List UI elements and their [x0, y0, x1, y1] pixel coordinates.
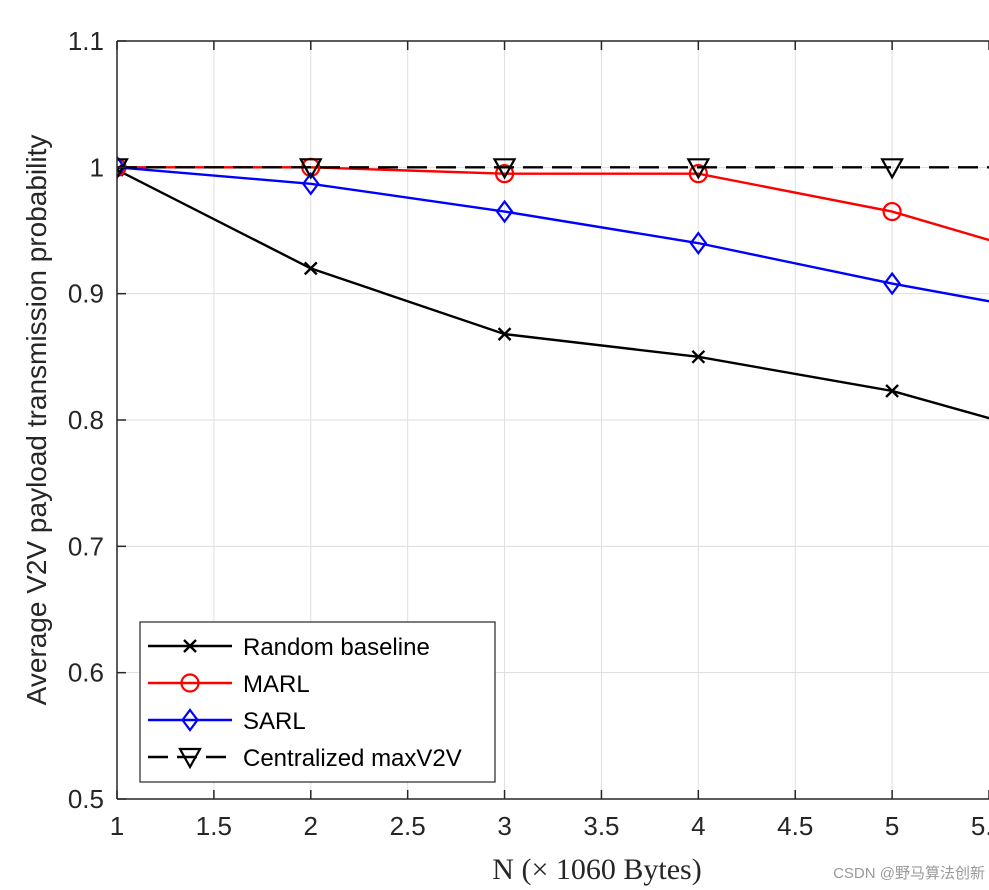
y-tick-label: 0.5	[68, 784, 104, 814]
x-tick-label: 4	[691, 811, 705, 841]
y-tick-label: 0.9	[68, 279, 104, 309]
x-tick-label: 1.5	[196, 811, 232, 841]
watermark: CSDN @野马算法创新	[833, 864, 985, 882]
x-tick-label: 5	[885, 811, 899, 841]
data-point-centralized-maxv2v	[298, 158, 323, 180]
x-tick-label: 2	[304, 811, 318, 841]
data-point-sarl	[495, 199, 514, 224]
ticks: 1 1.5 2 2.5 3 3.5 4 4.5 5 5.5 0.5 0.6 0.7 0.8 0.9 1 1.1	[68, 26, 989, 841]
legend-label-random-baseline: Random baseline	[243, 634, 430, 661]
series-line-marl	[117, 166, 989, 242]
series-line-sarl	[117, 166, 989, 303]
data-point-marl	[688, 164, 708, 184]
data-point-random-baseline	[885, 384, 899, 398]
y-tick-label: 0.7	[68, 531, 104, 561]
data-point-marl	[882, 201, 902, 222]
series-layer	[117, 155, 989, 420]
legend: Random baseline MARL SARL Centralized maxV2…	[139, 621, 496, 783]
x-tick-label: 3	[497, 811, 511, 841]
legend-label-centralized-maxv2v: Centralized maxV2V	[243, 745, 462, 772]
data-point-random-baseline	[303, 261, 318, 276]
x-axis-label: N (× 1060 Bytes)	[492, 853, 701, 886]
data-point-random-baseline	[691, 349, 706, 364]
series-line-random-baseline	[117, 168, 989, 420]
x-tick-label: 1	[110, 811, 124, 841]
legend-box	[139, 621, 496, 783]
legend-label-marl: MARL	[243, 671, 310, 698]
data-point-sarl	[301, 171, 320, 196]
legend-marker-random-baseline	[183, 639, 197, 653]
y-tick-label: 0.6	[68, 658, 104, 688]
data-point-random-baseline	[497, 327, 512, 341]
data-point-sarl	[689, 231, 708, 255]
y-axis-label: Average V2V payload transmission probabi…	[21, 135, 52, 706]
y-tick-label: 1.1	[68, 26, 104, 56]
data-point-centralized-maxv2v	[686, 158, 711, 180]
x-tick-label: 4.5	[777, 811, 813, 841]
legend-label-sarl: SARL	[243, 708, 306, 735]
legend-marker-centralized-maxv2v	[178, 747, 202, 770]
data-point-centralized-maxv2v	[117, 158, 129, 180]
data-point-sarl	[883, 271, 901, 296]
y-tick-label: 1	[90, 152, 104, 182]
x-tick-label: 2.5	[390, 811, 426, 841]
legend-marker-marl	[180, 673, 200, 693]
data-point-centralized-maxv2v	[880, 158, 904, 180]
x-tick-label: 3.5	[583, 811, 619, 841]
data-point-sarl	[117, 155, 126, 180]
legend-marker-sarl	[181, 708, 199, 732]
y-tick-label: 0.8	[68, 405, 104, 435]
data-point-marl	[494, 164, 515, 184]
data-point-centralized-maxv2v	[492, 158, 517, 180]
x-tick-label: 5.5	[971, 811, 989, 841]
